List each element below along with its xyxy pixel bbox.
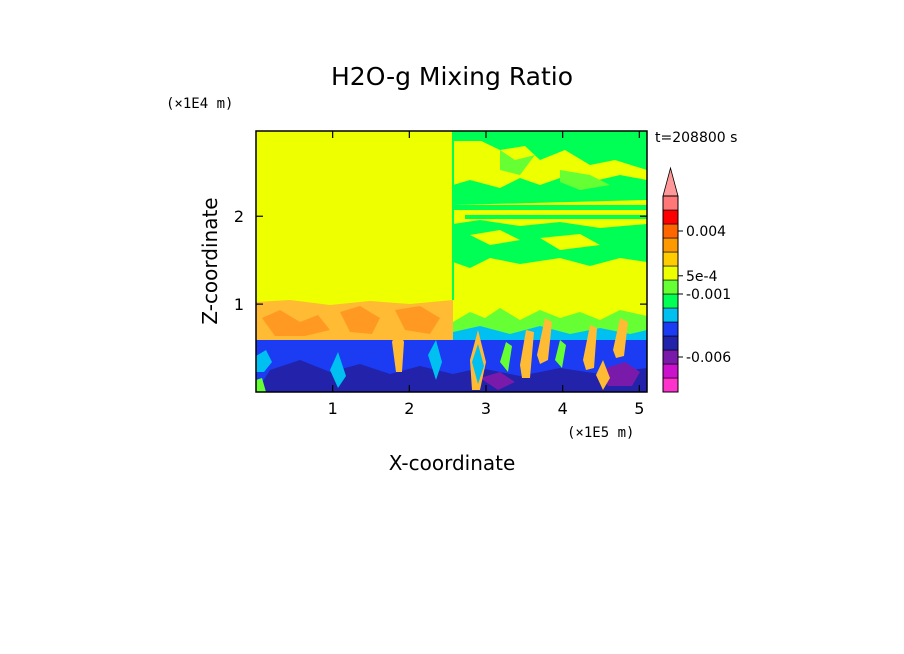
colorbar-segment (662, 293, 679, 309)
x-tick-label: 2 (404, 399, 414, 418)
y-scale-label: (×1E4 m) (166, 96, 233, 112)
time-label: t=208800 s (655, 130, 737, 146)
colorbar-segment (662, 265, 679, 281)
x-axis-label: X-coordinate (389, 451, 516, 475)
colorbar-extend-arrow (662, 166, 679, 197)
left-orange-band (256, 300, 453, 342)
colorbar-segment (662, 335, 679, 351)
colorbar-segment (662, 195, 679, 211)
x-tick-label: 3 (481, 399, 491, 418)
colorbar-label: -0.001 (686, 287, 731, 303)
colorbar-label: -0.006 (686, 350, 731, 366)
lower-blue-layer (256, 340, 647, 392)
colorbar-labels: -0.006 -0.001 5e-4 0.004 (678, 224, 731, 366)
x-tick-label: 1 (328, 399, 338, 418)
colorbar-segment (662, 349, 679, 365)
upper-right-green-region (453, 131, 647, 268)
plot-frame (255, 130, 648, 393)
y-axis-label: Z-coordinate (198, 197, 222, 324)
colorbar (662, 166, 679, 393)
updraft-plumes (330, 318, 628, 390)
colorbar-segment (662, 223, 679, 239)
chart-title: H2O-g Mixing Ratio (331, 62, 573, 91)
colorbar-label: 5e-4 (686, 269, 718, 285)
colorbar-segment (662, 307, 679, 323)
plot-area (256, 131, 647, 392)
colorbar-segment (662, 279, 679, 295)
y-tick-label: 1 (234, 295, 244, 314)
colorbar-segment (662, 321, 679, 337)
x-tick-label: 5 (634, 399, 644, 418)
colorbar-segment (662, 251, 679, 267)
x-axis-ticks: 1 2 3 4 5 (328, 131, 644, 418)
x-tick-label: 4 (558, 399, 568, 418)
colorbar-segment (662, 209, 679, 225)
colorbar-segment (662, 377, 679, 393)
colorbar-segment (662, 237, 679, 253)
y-axis-ticks: 12 (234, 207, 647, 314)
y-tick-label: 2 (234, 207, 244, 226)
colorbar-segment (662, 363, 679, 379)
colorbar-label: 0.004 (686, 224, 726, 240)
x-scale-label: (×1E5 m) (567, 425, 634, 441)
